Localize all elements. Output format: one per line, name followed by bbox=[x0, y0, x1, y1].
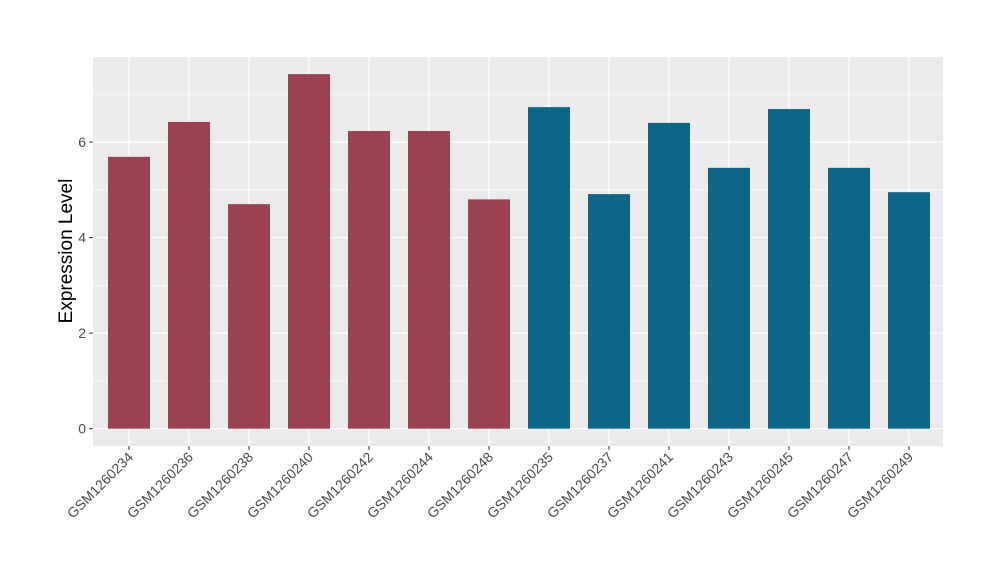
bars bbox=[108, 74, 930, 429]
bar-GSM1260249 bbox=[888, 192, 930, 429]
y-tick-label: 0 bbox=[78, 421, 86, 437]
y-tick-label: 6 bbox=[78, 134, 86, 150]
y-axis: 0 2 4 6 bbox=[78, 134, 93, 437]
bar-GSM1260240 bbox=[288, 74, 330, 429]
bar-GSM1260238 bbox=[228, 204, 270, 429]
bar-GSM1260247 bbox=[828, 167, 870, 429]
bar-GSM1260234 bbox=[108, 156, 150, 429]
x-axis: GSM1260234GSM1260236GSM1260238GSM1260240… bbox=[64, 446, 916, 521]
bar-GSM1260248 bbox=[468, 199, 510, 429]
bar-GSM1260243 bbox=[708, 167, 750, 429]
bar-GSM1260245 bbox=[768, 109, 810, 429]
bar-GSM1260244 bbox=[408, 131, 450, 429]
y-tick-label: 2 bbox=[78, 325, 86, 341]
y-axis-label: Expression Level bbox=[56, 179, 77, 324]
y-tick-label: 4 bbox=[78, 230, 86, 246]
bar-GSM1260237 bbox=[588, 194, 630, 429]
bar-GSM1260235 bbox=[528, 107, 570, 429]
bar-GSM1260236 bbox=[168, 121, 210, 429]
bar-GSM1260242 bbox=[348, 131, 390, 429]
plot-panel bbox=[93, 57, 943, 446]
bar-GSM1260241 bbox=[648, 122, 690, 429]
